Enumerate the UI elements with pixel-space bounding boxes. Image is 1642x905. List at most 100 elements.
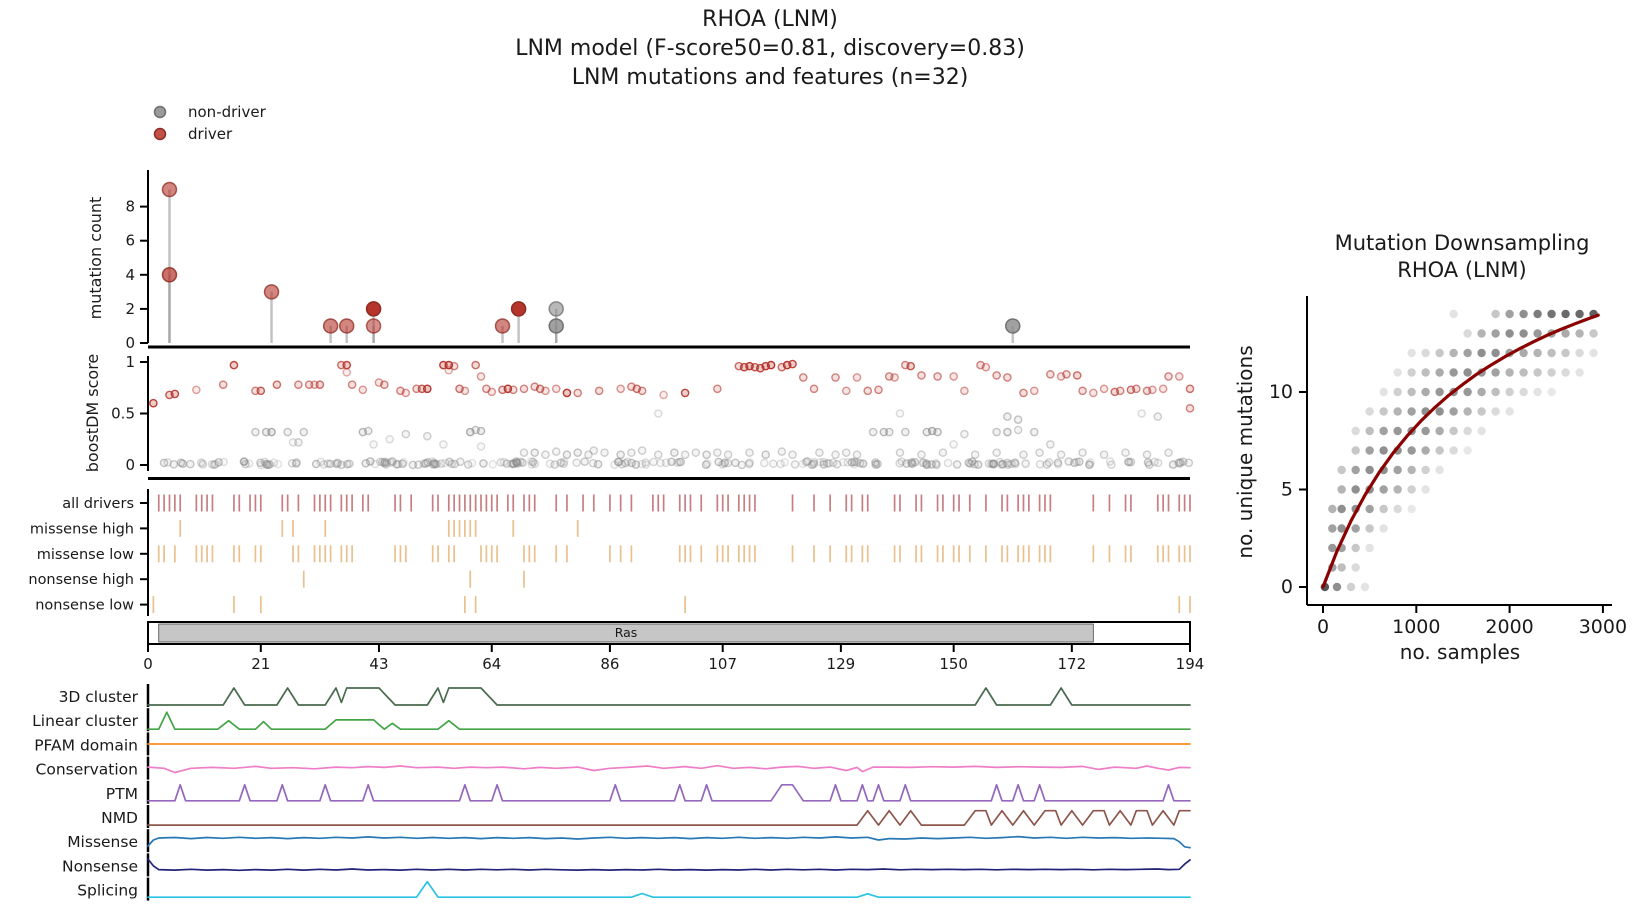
boostdm-point [672, 458, 682, 468]
boostdm-point [209, 460, 219, 470]
needle-point-driver [322, 318, 339, 334]
x-axis-tick-label: 21 [251, 655, 270, 673]
boostdm-point [559, 459, 568, 469]
boostdm-point [918, 458, 927, 468]
down-dot [1519, 368, 1528, 377]
boostdm-point [186, 459, 195, 469]
down-dot [1491, 348, 1500, 358]
boostdm-point [841, 448, 851, 457]
boostdm-point [512, 458, 521, 468]
needle-bottom-separator [148, 345, 1190, 349]
boostdm-point [294, 380, 303, 389]
boostdm-point [550, 460, 560, 469]
needle-y-tick-label: 6 [125, 232, 135, 250]
boostdm-point [815, 457, 825, 467]
boostdm-point [1185, 384, 1195, 394]
downsampling-plot: 0 5 10 0 1000 2000 3000 [1269, 296, 1627, 638]
boostdm-point [333, 459, 342, 469]
boostdm-point [294, 438, 303, 447]
boostdm-point [385, 434, 395, 444]
boostdm-point [291, 459, 301, 468]
needle-point-driver [263, 284, 280, 300]
boostdm-point [967, 457, 977, 466]
boostdm-point [949, 440, 958, 449]
down-dot [1365, 524, 1374, 533]
down-dot [1360, 582, 1370, 592]
boostdm-point [488, 460, 498, 469]
down-dot [1393, 368, 1402, 377]
boostdm-point [988, 459, 998, 469]
boostdm-point [263, 460, 273, 470]
boostdm-point [169, 460, 179, 469]
down-dot [1421, 446, 1430, 455]
feature-label: Missense [67, 833, 138, 851]
boostdm-point [788, 450, 797, 460]
needle-y-tick-label: 8 [125, 198, 135, 216]
boostdm-point [852, 457, 862, 467]
boostdm-point [1144, 460, 1154, 470]
x-axis-tick-label: 172 [1058, 655, 1087, 673]
boostdm-point [315, 380, 325, 389]
down-dot [1421, 368, 1430, 377]
boostdm-point [447, 459, 456, 469]
boostdm-point [1003, 427, 1012, 437]
boostdm-point [1105, 457, 1115, 466]
boostdm-point [855, 458, 865, 468]
boostdm-point [1046, 440, 1055, 449]
boostdm-point [449, 361, 459, 371]
down-x-tick-label: 3000 [1579, 616, 1627, 638]
down-dot [1449, 368, 1458, 377]
boostdm-point [703, 458, 712, 468]
down-dot [1533, 348, 1542, 358]
boostdm-point [723, 458, 733, 468]
boostdm-point [1074, 457, 1084, 466]
boostdm-point [445, 457, 454, 467]
boostdm-point [600, 448, 609, 457]
down-dot [1435, 465, 1444, 475]
boostdm-point [375, 457, 385, 467]
boostdm-point [476, 426, 486, 436]
needle-y-tick-label: 0 [125, 334, 135, 352]
boostdm-point [616, 384, 625, 394]
boostdm-point [1003, 373, 1012, 382]
boostdm-point [631, 460, 641, 469]
boostdm-point [691, 448, 701, 457]
boostdm-ylabel: boostDM score [83, 354, 102, 473]
down-dot [1575, 368, 1584, 377]
boostdm-point [871, 460, 881, 469]
boostdm-point [386, 458, 396, 468]
down-dot [1547, 348, 1556, 358]
boostdm-point [1164, 448, 1173, 457]
observed-mutation-tracks: all drivers missense high missense low nons… [28, 489, 1191, 616]
boostdm-point [873, 459, 882, 469]
down-dot [1505, 309, 1514, 319]
boostdm-point [1143, 458, 1153, 467]
boostdm-point [398, 459, 407, 469]
boostdm-point [316, 457, 326, 467]
down-dot [1463, 387, 1472, 397]
down-dot [1407, 368, 1416, 377]
boostdm-point [399, 458, 408, 467]
boostdm-point [556, 458, 565, 468]
boostdm-point [476, 372, 486, 381]
down-dot [1421, 485, 1430, 494]
boostdm-point [723, 450, 733, 460]
boostdm-point [906, 361, 916, 371]
boostdm-point [251, 427, 260, 437]
boostdm-point [649, 457, 658, 467]
down-dot [1351, 524, 1360, 533]
boostdm-point [557, 458, 566, 467]
boostdm-point [776, 459, 785, 469]
boostdm-point [1003, 412, 1012, 421]
title-line-1: RHOA (LNM) [702, 7, 838, 32]
down-curve [1321, 313, 1600, 589]
boostdm-point [798, 459, 808, 469]
boostdm-point [1158, 384, 1168, 394]
boostdm-point [847, 458, 857, 467]
feature-line-conservation [147, 764, 1191, 774]
down-dot [1575, 309, 1584, 319]
boostdm-point [952, 460, 962, 469]
downsampling-title-1: Mutation Downsampling [1335, 231, 1590, 255]
down-dot [1533, 387, 1542, 397]
boostdm-point [852, 450, 862, 460]
